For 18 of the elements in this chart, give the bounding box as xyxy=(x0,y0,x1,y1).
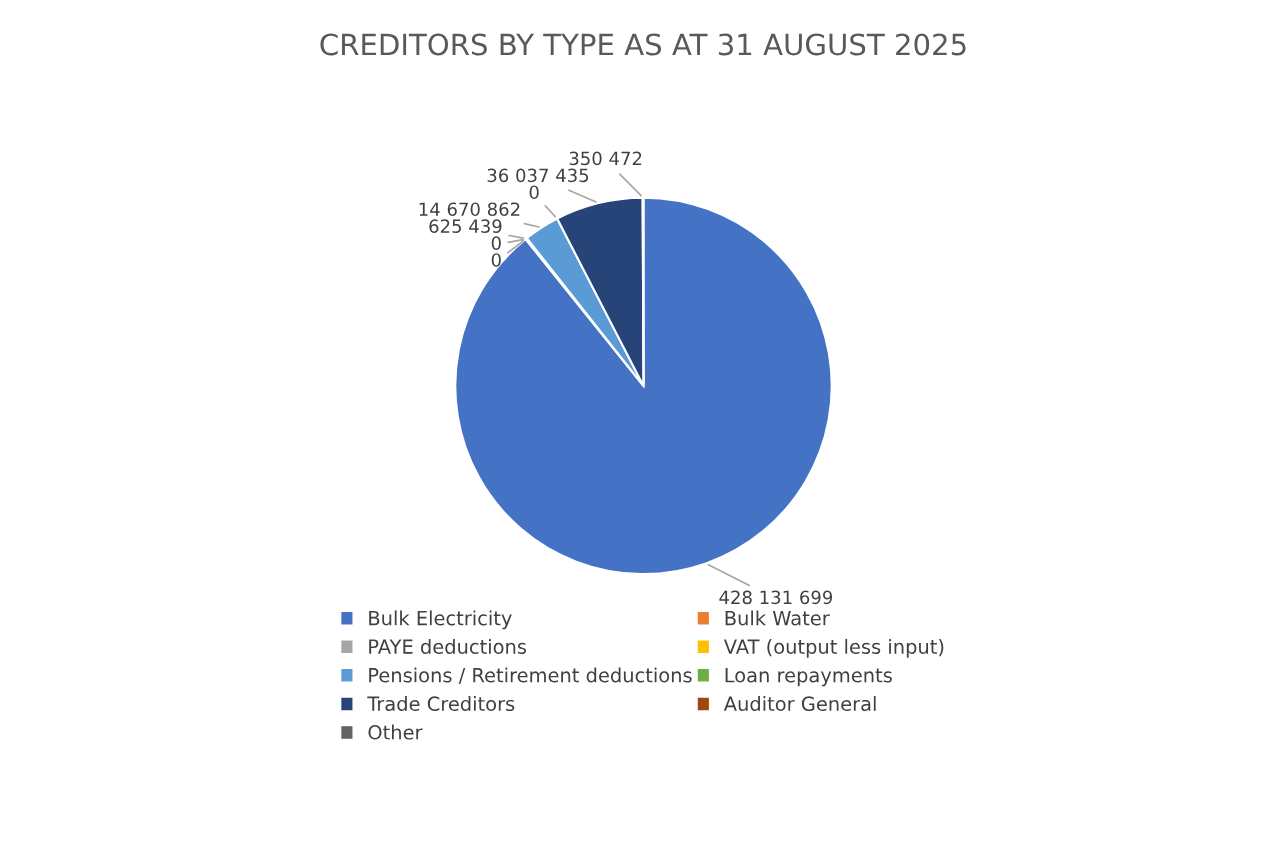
data-label: 36 037 435 xyxy=(487,168,589,183)
data-label: 14 670 862 xyxy=(419,202,520,217)
legend-label: Loan repayments xyxy=(725,668,892,687)
text: 0 xyxy=(529,185,539,200)
legend-label: Auditor General xyxy=(723,696,876,712)
text: 0 xyxy=(491,236,501,250)
chart-title: CREDITORS BY TYPE AS AT 31 AUGUST 2025 xyxy=(320,33,966,56)
legend-label: Bulk Electricity xyxy=(369,610,512,630)
data-label: 625 439 xyxy=(429,219,502,233)
text: 0 xyxy=(491,253,501,267)
legend-label: PAYE deductions xyxy=(369,638,527,654)
legend-label: Trade Creditors xyxy=(367,696,515,712)
data-label: 428 131 699 xyxy=(719,590,833,605)
data-label: 350 472 xyxy=(569,151,642,166)
legend-label: VAT (output less input) xyxy=(723,638,944,658)
legend-label: Pensions / Retirement deductions xyxy=(369,667,692,685)
legend-label: Other xyxy=(368,724,423,740)
legend-label: Bulk Water xyxy=(725,610,830,626)
